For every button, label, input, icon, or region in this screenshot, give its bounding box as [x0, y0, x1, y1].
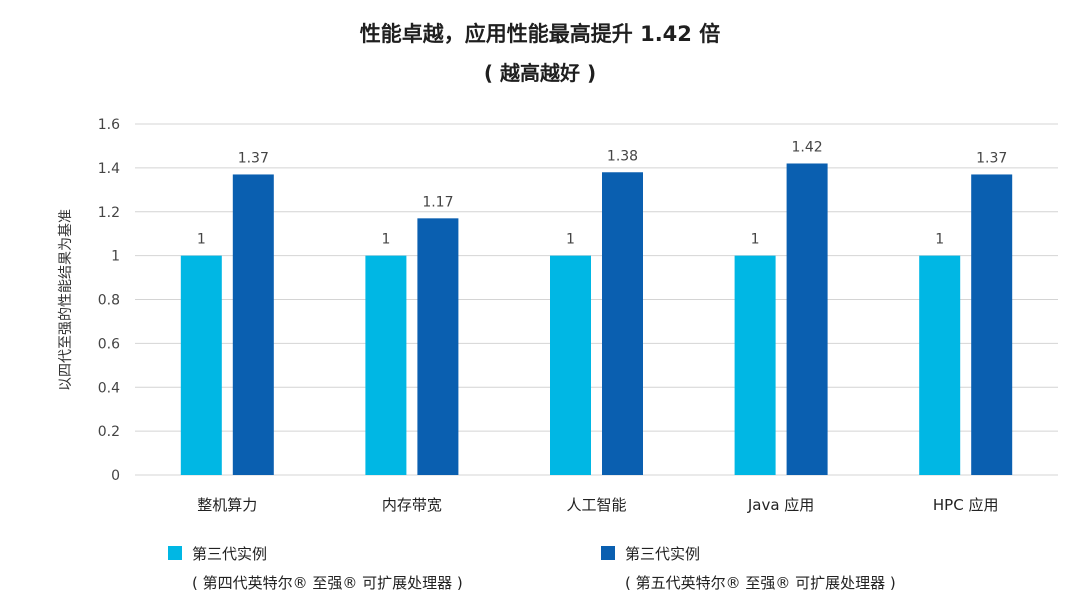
legend-label-1: 第三代实例: [192, 545, 268, 563]
y-tick-label: 1.6: [98, 117, 120, 133]
data-label: 1.37: [976, 150, 1007, 166]
data-label: 1.37: [238, 150, 269, 166]
data-label: 1: [751, 232, 760, 248]
y-tick-label: 0.4: [98, 380, 120, 396]
data-label: 1.38: [607, 148, 638, 164]
legend-label-2: 第三代实例: [625, 545, 701, 563]
data-label: 1.42: [792, 139, 823, 155]
chart-subtitle: ( 越高越好 ): [483, 61, 597, 85]
y-tick-label: 0.8: [98, 293, 120, 309]
data-label: 1: [566, 232, 575, 248]
y-tick-label: 0.2: [98, 424, 120, 440]
bar: [232, 174, 274, 476]
chart-title: 性能卓越，应用性能最高提升 1.42 倍: [359, 22, 721, 46]
bar: [602, 172, 643, 475]
y-tick-label: 0: [111, 468, 120, 484]
x-tick-label: 内存带宽: [382, 496, 442, 514]
bar: [550, 255, 591, 475]
y-tick-label: 0.6: [98, 336, 120, 352]
data-label: 1: [381, 232, 390, 248]
bar: [180, 255, 222, 475]
x-tick-label: Java 应用: [747, 496, 814, 514]
bar: [417, 218, 459, 476]
bar-chart: 0 0.2 0.4 0.6 0.8 1 1.2 1.4 1.6 以四代至强的性能结果为基准 1 1.3…: [57, 117, 1058, 514]
x-tick-label: 整机算力: [197, 496, 257, 514]
bar: [734, 255, 776, 475]
legend-swatch-1: [168, 546, 182, 560]
bar: [365, 255, 407, 475]
y-axis-label: 以四代至强的性能结果为基准: [57, 209, 74, 391]
legend-sublabel-2: ( 第五代英特尔® 至强® 可扩展处理器 ): [625, 574, 896, 592]
y-tick-label: 1.4: [98, 161, 120, 177]
x-tick-label: HPC 应用: [933, 496, 999, 514]
legend-swatch-2: [601, 546, 615, 560]
y-tick-label: 1.2: [98, 205, 120, 221]
data-label: 1: [197, 232, 206, 248]
data-label: 1.17: [422, 194, 453, 210]
y-tick-label: 1: [111, 249, 120, 265]
bar: [919, 255, 961, 475]
x-tick-label: 人工智能: [566, 496, 626, 514]
bar: [786, 163, 828, 476]
data-label: 1: [935, 232, 944, 248]
legend-sublabel-1: ( 第四代英特尔® 至强® 可扩展处理器 ): [192, 574, 463, 592]
bar: [971, 174, 1013, 476]
